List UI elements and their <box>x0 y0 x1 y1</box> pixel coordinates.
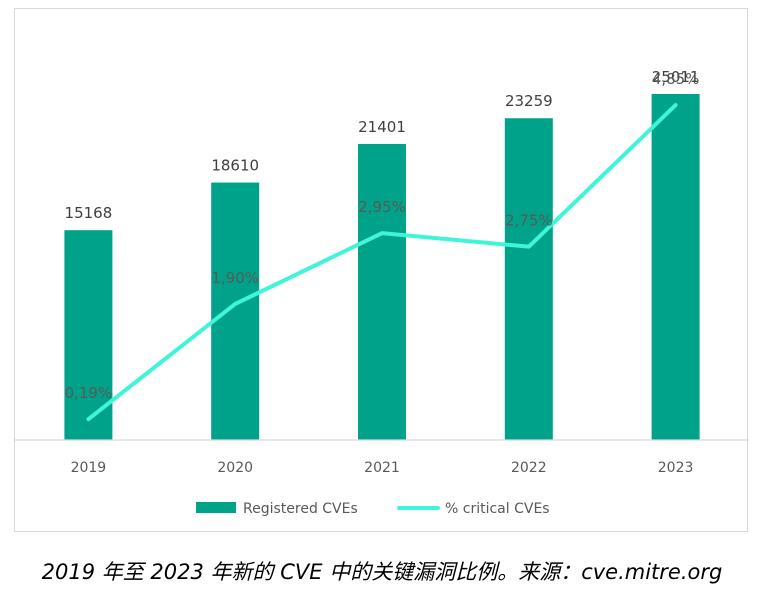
chart-frame: 15168 18610 21401 23259 25011 0,19% 1,90% 2,95… <box>14 8 749 532</box>
bar-label-2022: 23259 <box>505 92 553 110</box>
bar-2020 <box>211 182 260 440</box>
bar-2022 <box>504 118 553 441</box>
bars-layer: 15168 18610 21401 23259 25011 <box>64 68 700 441</box>
legend-critical-cves: % critical CVEs <box>445 501 550 517</box>
line-label-2020: 1,90% <box>211 269 259 287</box>
bar-label-2019: 15168 <box>65 204 113 222</box>
bar-label-2023: 25011 <box>652 68 700 86</box>
x-tick-2021: 2021 <box>364 460 400 476</box>
line-label-2019: 0,19% <box>65 384 113 402</box>
bar-label-2021: 21401 <box>358 118 406 136</box>
x-tick-labels: 2019 2020 2021 2022 2023 <box>71 460 694 476</box>
x-tick-2023: 2023 <box>658 460 694 476</box>
legend-registered-cves: Registered CVEs <box>243 501 358 517</box>
x-tick-2019: 2019 <box>71 460 107 476</box>
line-layer: 0,19% 1,90% 2,95% 2,75% 4,85% <box>65 70 700 422</box>
x-tick-2020: 2020 <box>217 460 253 476</box>
bar-2023 <box>651 94 700 440</box>
line-label-2021: 2,95% <box>358 198 406 216</box>
bar-label-2020: 18610 <box>211 157 259 175</box>
combo-chart: 15168 18610 21401 23259 25011 0,19% 1,90% 2,95… <box>15 68 749 517</box>
legend-bar-swatch <box>196 502 236 513</box>
line-label-2023: 4,85% <box>652 70 700 88</box>
line-label-2022: 2,75% <box>505 212 553 230</box>
x-tick-2022: 2022 <box>511 460 547 476</box>
figure-caption: 2019 年至 2023 年新的 CVE 中的关键漏洞比例。来源：cve.mit… <box>41 560 723 584</box>
bar-2021 <box>358 143 406 440</box>
critical-cves-line <box>86 103 678 422</box>
legend: Registered CVEs % critical CVEs <box>196 501 550 517</box>
